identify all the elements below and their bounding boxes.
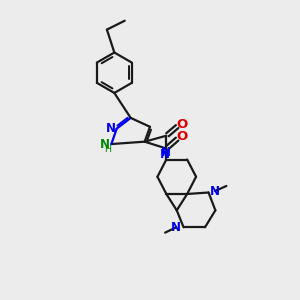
Text: N: N	[161, 146, 171, 160]
Text: N: N	[106, 122, 116, 134]
Text: N: N	[171, 221, 181, 234]
Text: N: N	[160, 148, 170, 161]
Text: H: H	[104, 145, 111, 154]
Text: N: N	[100, 138, 110, 151]
Text: O: O	[176, 130, 188, 143]
Text: N: N	[210, 184, 220, 197]
Text: O: O	[176, 118, 188, 131]
